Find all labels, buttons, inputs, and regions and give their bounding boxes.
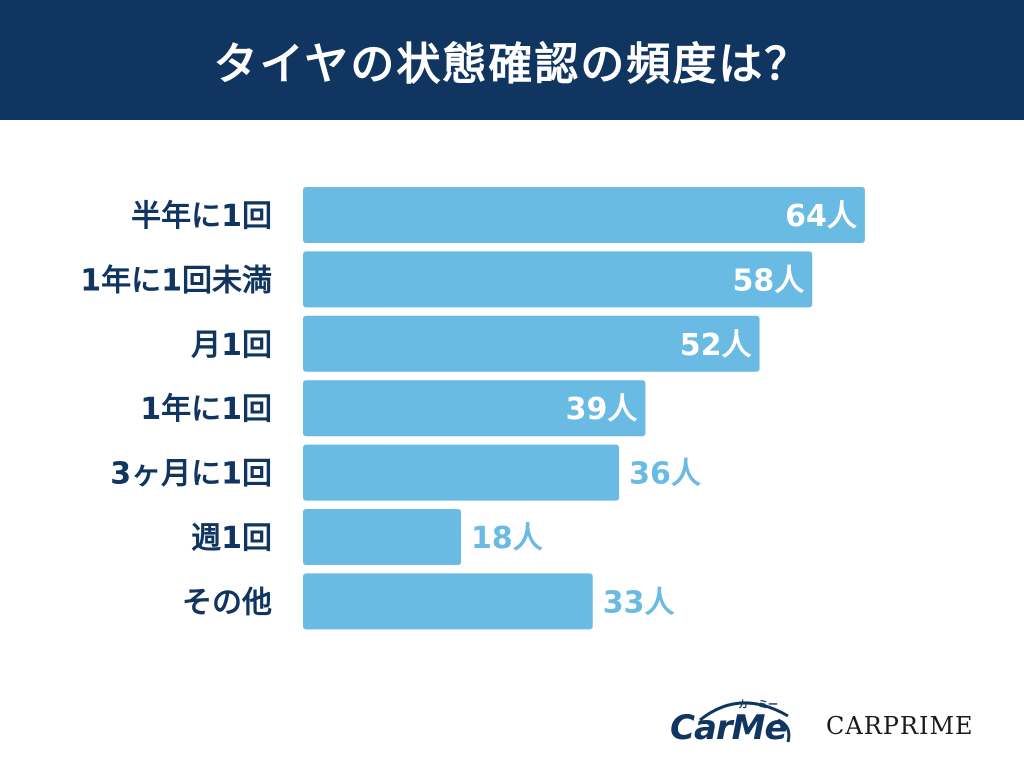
value-label-1: 58人	[732, 263, 804, 298]
category-label-5: 週1回	[191, 521, 272, 556]
bar-3	[303, 380, 646, 437]
carme-logo: カーミー CarMe	[660, 690, 810, 754]
category-label-0: 半年に1回	[131, 199, 272, 234]
car-roof-icon	[699, 701, 791, 743]
category-label-6: その他	[182, 585, 272, 620]
carme-kana: カーミー	[738, 700, 778, 711]
value-label-6: 33人	[603, 585, 675, 620]
category-label-2: 月1回	[191, 328, 272, 363]
bar-0	[303, 187, 865, 243]
carprime-logo: CARPRIME	[826, 712, 974, 740]
bar-2	[303, 315, 760, 372]
bar-5	[303, 509, 462, 565]
chart-header: タイヤの状態確認の頻度は？	[0, 0, 1024, 120]
chart-title: タイヤの状態確認の頻度は？	[213, 39, 811, 90]
value-label-5: 18人	[471, 521, 543, 556]
logo-area: カーミー CarMe CARPRIME	[660, 690, 1000, 754]
value-label-4: 36人	[629, 457, 701, 492]
category-label-1: 1年に1回未満	[80, 263, 272, 298]
value-label-2: 52人	[680, 328, 752, 363]
bar-1	[303, 251, 813, 308]
bar-6	[303, 573, 593, 630]
value-label-0: 64人	[785, 199, 857, 234]
category-label-4: 3ヶ月に1回	[110, 457, 272, 492]
value-label-3: 39人	[566, 392, 638, 427]
carme-wordmark: CarMe	[670, 708, 788, 748]
bar-4	[303, 444, 620, 501]
category-label-3: 1年に1回	[140, 392, 272, 427]
